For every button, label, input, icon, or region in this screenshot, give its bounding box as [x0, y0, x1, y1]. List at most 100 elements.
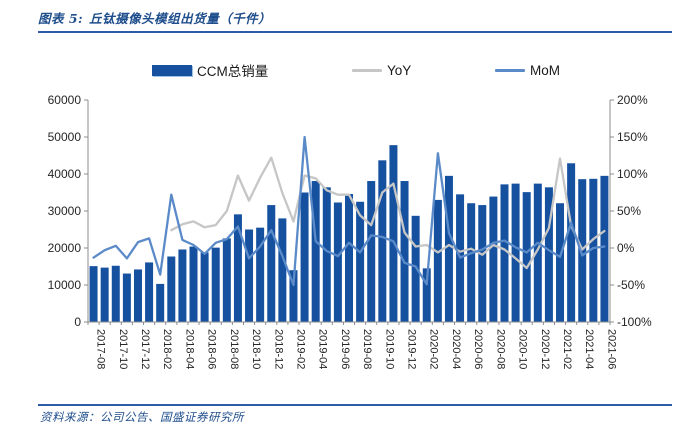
y-axis-left-tick-label: 30000 [48, 204, 82, 218]
y-axis-right-tick-label: 200% [617, 93, 648, 107]
bar-2020-07 [478, 205, 487, 322]
bar-2019-03 [300, 192, 309, 322]
x-axis-tick-label: 2018-10 [250, 329, 262, 369]
bar-2018-02 [156, 283, 165, 322]
bar-2019-02 [289, 270, 298, 322]
chart-legend: CCM总销量 YoY MoM [152, 61, 560, 79]
y-axis-right-tick-label: -100% [617, 315, 652, 329]
bar-2018-08 [222, 238, 231, 322]
bar-2018-06 [200, 252, 209, 322]
bar-2021-01 [544, 187, 553, 322]
footer-divider [38, 404, 672, 406]
bar-2019-10 [378, 160, 387, 322]
bar-2020-10 [511, 183, 520, 322]
x-axis-tick-label: 2020-06 [472, 329, 484, 369]
bar-2020-04 [444, 175, 453, 322]
x-axis-tick-label: 2018-04 [183, 329, 195, 369]
title-divider [38, 31, 672, 33]
figure-title: 丘钛摄像头模组出货量（千件） [89, 11, 272, 26]
bar-2021-03 [567, 163, 576, 322]
legend-label-yoy: YoY [386, 62, 412, 78]
x-axis-tick-label: 2021-02 [561, 329, 573, 369]
legend-swatch-bar-icon [152, 64, 192, 76]
bar-2021-06 [600, 175, 609, 322]
x-axis-tick-label: 2021-04 [583, 329, 595, 369]
y-axis-right-tick-label: 100% [617, 167, 648, 181]
bar-2019-07 [345, 193, 353, 322]
figure-title-row: 图表 5: 丘钛摄像头模组出货量（千件） [38, 8, 271, 27]
x-axis-tick-label: 2020-02 [428, 329, 440, 369]
mom-line [92, 135, 606, 287]
y-axis-right-tick-label: 50% [617, 204, 641, 218]
x-axis-tick-label: 2019-02 [294, 329, 306, 369]
bar-2019-01 [278, 218, 287, 322]
bar-2017-11 [122, 273, 131, 322]
bar-2018-04 [178, 249, 187, 322]
y-axis-left-tick-label: 20000 [48, 241, 82, 255]
x-axis-tick-label: 2021-06 [605, 329, 617, 369]
legend-swatch-mom-line-icon [495, 68, 525, 72]
legend-item-ccm: CCM总销量 [152, 60, 268, 80]
bar-2018-01 [145, 262, 154, 322]
bar-2017-09 [100, 267, 109, 322]
bar-2020-01 [411, 215, 420, 322]
bar-2019-04 [311, 181, 320, 322]
bar-2020-11 [522, 192, 531, 322]
x-axis-tick-label: 2017-12 [139, 329, 151, 369]
legend-item-yoy: YoY [351, 62, 412, 78]
bar-2020-06 [467, 203, 476, 322]
x-axis-tick-label: 2017-10 [117, 329, 129, 369]
bar-2018-03 [167, 256, 176, 322]
y-axis-left-tick-label: 0 [74, 315, 81, 329]
x-axis-tick-label: 2020-10 [517, 329, 529, 369]
bar-2019-05 [322, 187, 331, 322]
x-axis-tick-label: 2018-06 [206, 329, 218, 369]
x-axis-tick-label: 2017-08 [95, 329, 107, 369]
x-axis-tick-label: 2019-12 [406, 329, 418, 369]
legend-item-mom: MoM [495, 63, 560, 78]
y-axis-left-tick-label: 40000 [48, 167, 82, 181]
yoy-line [170, 156, 606, 270]
legend-label-ccm: CCM总销量 [197, 64, 269, 79]
y-axis-left-tick-label: 50000 [48, 130, 82, 144]
bar-2020-08 [489, 196, 498, 322]
x-axis-tick-label: 2019-10 [383, 329, 395, 369]
bar-2021-02 [556, 203, 565, 322]
bar-2017-10 [111, 265, 120, 322]
y-axis-left-tick-label: 10000 [48, 278, 82, 292]
x-axis-tick-label: 2020-08 [494, 329, 506, 369]
legend-label-mom: MoM [530, 62, 560, 78]
x-axis-tick-label: 2018-08 [228, 329, 240, 369]
bar-2019-12 [400, 181, 409, 322]
bar-2020-03 [433, 199, 442, 322]
y-axis-right-tick-label: -50% [617, 278, 645, 292]
source-note: 资料来源：公司公告、国盛证券研究所 [40, 410, 244, 424]
y-axis-right-tick-label: 150% [617, 130, 648, 144]
bar-2021-05 [589, 178, 598, 322]
x-axis-tick-label: 2019-06 [339, 329, 351, 369]
bar-2018-09 [233, 214, 242, 322]
x-axis-tick-label: 2019-04 [317, 329, 329, 369]
y-axis-left-tick-label: 60000 [48, 93, 82, 107]
legend-swatch-yoy-line-icon [351, 68, 382, 72]
x-axis-tick-label: 2020-12 [539, 329, 551, 369]
bar-2017-12 [133, 269, 142, 322]
bar-2020-09 [500, 184, 509, 322]
bar-2018-12 [267, 205, 276, 322]
y-axis-right-tick-label: 0% [617, 241, 635, 255]
bar-2018-10 [245, 229, 254, 322]
bar-2018-11 [256, 227, 265, 322]
bar-2019-08 [356, 201, 365, 322]
bar-2017-08 [89, 266, 98, 322]
bar-2019-11 [389, 145, 398, 322]
bar-2019-06 [333, 202, 342, 322]
figure-label: 图表 5: [38, 11, 84, 26]
x-axis-tick-label: 2019-08 [361, 329, 373, 369]
x-axis-tick-label: 2018-02 [161, 329, 173, 369]
x-axis-tick-label: 2018-12 [272, 329, 284, 369]
bar-2018-07 [211, 247, 220, 322]
bar-2018-05 [189, 246, 198, 322]
bar-2020-12 [533, 183, 542, 322]
